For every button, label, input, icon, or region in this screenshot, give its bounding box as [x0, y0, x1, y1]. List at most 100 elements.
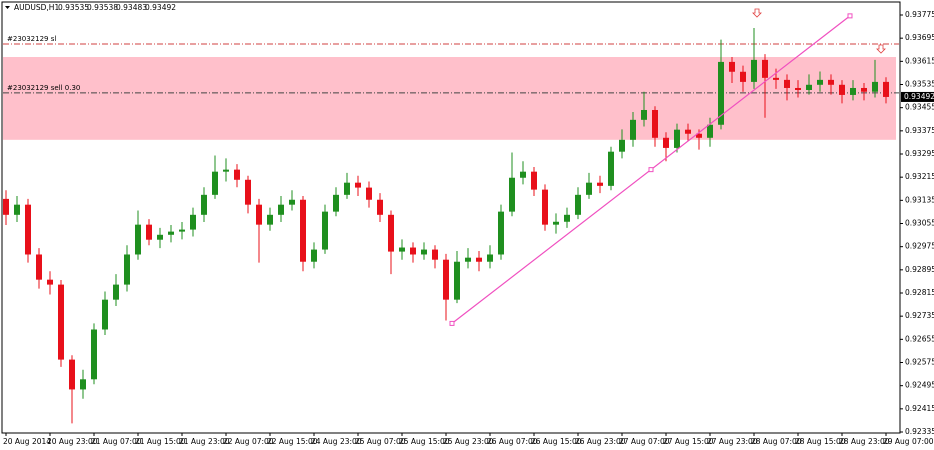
candle-body: [432, 249, 438, 260]
candle-body: [3, 198, 9, 215]
candle-body: [608, 151, 614, 186]
candle-body: [839, 84, 845, 95]
x-tick-label: 26 Aug 23:00: [575, 437, 626, 446]
candle-body: [850, 87, 856, 95]
trendline-anchor: [449, 320, 455, 326]
price-box-label: 0.93492: [904, 92, 934, 101]
plot-area: #23032129 sl #23032129 sell 0.30: [3, 8, 899, 424]
candle-body: [487, 254, 493, 262]
price-box: [901, 91, 934, 102]
x-tick-label: 25 Aug 23:00: [443, 437, 494, 446]
y-tick-label: 0.93135: [905, 195, 934, 204]
candle-body: [366, 187, 372, 200]
x-tick-label: 28 Aug 15:00: [795, 437, 846, 446]
candle-body: [817, 79, 823, 85]
candle-body: [872, 81, 878, 92]
x-tick-label: 21 Aug 23:00: [179, 437, 230, 446]
candle-body: [674, 129, 680, 148]
y-tick-label: 0.93215: [905, 172, 934, 181]
candle-body: [289, 199, 295, 205]
candle-body: [883, 81, 889, 97]
candle-body: [795, 87, 801, 91]
candle-body: [443, 259, 449, 300]
candle-body: [476, 257, 482, 262]
y-tick-label: 0.93055: [905, 219, 934, 228]
header-value: 0.93538: [87, 3, 118, 12]
candle-body: [509, 177, 515, 212]
candle-body: [146, 224, 152, 240]
x-tick-label: 29 Aug 07:00: [883, 437, 934, 446]
header-value: 0.93492: [145, 3, 176, 12]
candle-body: [421, 249, 427, 255]
candle-body: [619, 139, 625, 152]
candle-body: [190, 214, 196, 230]
candle-body: [399, 247, 405, 252]
candle-body: [179, 229, 185, 232]
candle-body: [707, 124, 713, 138]
y-tick-label: 0.93615: [905, 56, 934, 65]
candle-body: [553, 221, 559, 225]
candle-body: [465, 257, 471, 262]
y-tick-label: 0.92735: [905, 311, 934, 320]
candle-body: [454, 261, 460, 300]
candle-body: [388, 214, 394, 252]
x-tick-label: 27 Aug 23:00: [707, 437, 758, 446]
candle-body: [245, 179, 251, 205]
candle-body: [773, 77, 779, 80]
candle-body: [300, 199, 306, 262]
candle-body: [157, 234, 163, 240]
header-value: 0.93535: [58, 3, 89, 12]
candle-body: [267, 214, 273, 225]
candle-body: [223, 169, 229, 172]
candle-body: [69, 359, 75, 390]
candle-body: [212, 171, 218, 195]
candle-body: [575, 194, 581, 215]
y-tick-label: 0.92335: [905, 427, 934, 436]
y-tick-label: 0.93295: [905, 149, 934, 158]
candle-body: [597, 182, 603, 186]
order-label: #23032129 sell 0.30: [7, 84, 80, 92]
candle-body: [113, 284, 119, 300]
zone: [3, 56, 896, 140]
candle-body: [322, 211, 328, 250]
candle-body: [311, 249, 317, 262]
candle-body: [333, 194, 339, 212]
x-tick-label: 27 Aug 07:00: [619, 437, 670, 446]
y-tick-label: 0.93535: [905, 80, 934, 89]
x-tick-label: 22 Aug 15:00: [267, 437, 318, 446]
x-tick-label: 21 Aug 15:00: [135, 437, 186, 446]
symbol-title: AUDUSD,H1: [14, 3, 59, 12]
x-tick-label: 25 Aug 07:00: [355, 437, 406, 446]
candle-body: [696, 133, 702, 138]
x-tick-label: 20 Aug 2014: [3, 437, 51, 446]
candle-body: [861, 87, 867, 92]
candle-body: [47, 279, 53, 285]
candle-body: [14, 204, 20, 215]
candle-body: [124, 254, 130, 285]
candle-body: [168, 231, 174, 235]
order-arrow: [876, 44, 886, 54]
x-tick-label: 21 Aug 07:00: [91, 437, 142, 446]
candle-body: [377, 199, 383, 215]
candle-body: [25, 204, 31, 255]
candle-body: [80, 379, 86, 390]
menu-triangle: [5, 6, 10, 9]
x-tick-label: 26 Aug 15:00: [531, 437, 582, 446]
candle-body: [135, 224, 141, 255]
y-tick-label: 0.92655: [905, 334, 934, 343]
candle-body: [58, 284, 64, 360]
candle-body: [542, 189, 548, 225]
candle-body: [652, 109, 658, 138]
candle-body: [256, 204, 262, 225]
candle-body: [751, 59, 757, 82]
y-tick-label: 0.92895: [905, 265, 934, 274]
candle-body: [740, 71, 746, 82]
candle-body: [685, 129, 691, 134]
candle-body: [531, 171, 537, 190]
order-label: #23032129 sl: [7, 35, 56, 43]
candle-body: [102, 299, 108, 330]
candle-body: [91, 329, 97, 380]
x-tick-label: 20 Aug 23:00: [47, 437, 98, 446]
candle-body: [498, 211, 504, 255]
